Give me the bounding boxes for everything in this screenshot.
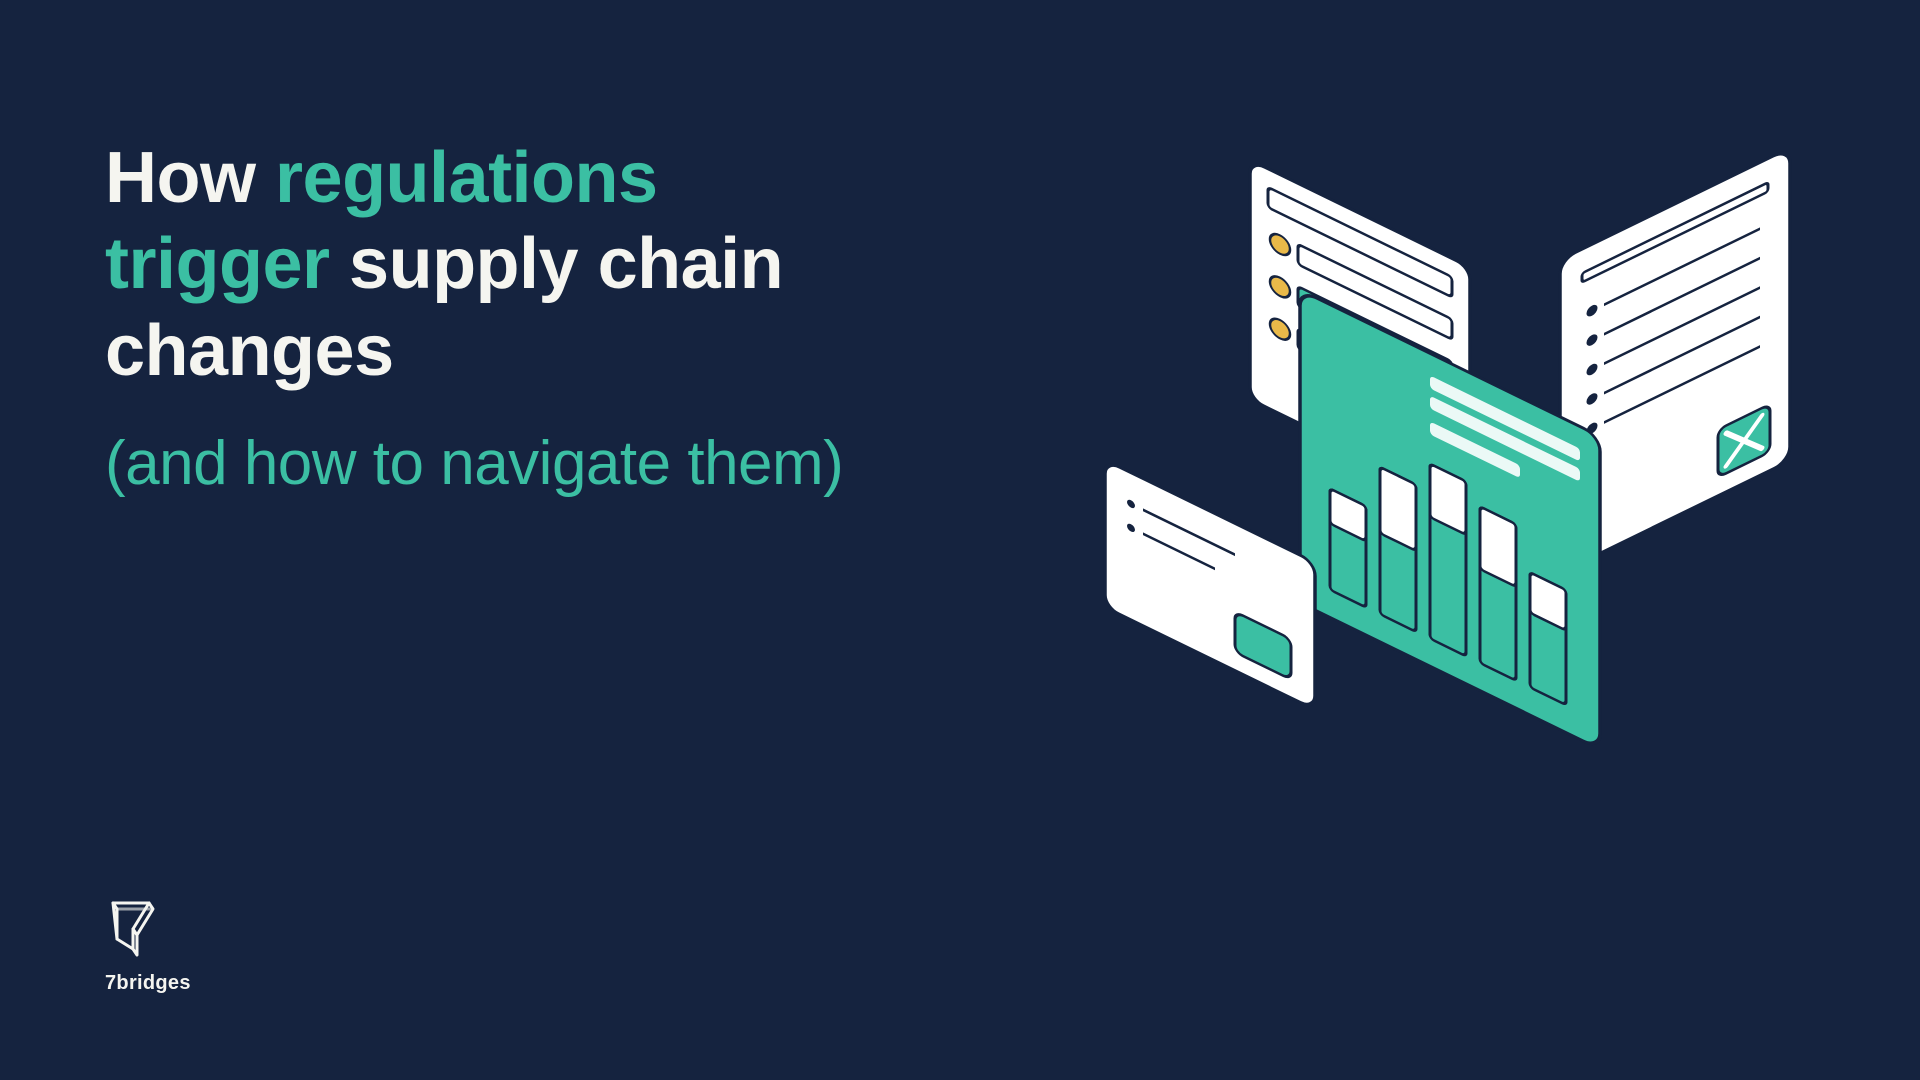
hero-illustration [1020, 120, 1840, 820]
subline: (and how to navigate them) [105, 422, 855, 506]
logo-icon [105, 893, 161, 959]
hero-text: How regulations trigger supply chain cha… [105, 135, 855, 506]
logo-text: 7bridges [105, 972, 191, 995]
headline-part1: How [105, 138, 255, 218]
headline: How regulations trigger supply chain cha… [105, 135, 855, 394]
panel-front-left [1105, 460, 1315, 710]
brand-logo: 7bridges [105, 893, 191, 995]
